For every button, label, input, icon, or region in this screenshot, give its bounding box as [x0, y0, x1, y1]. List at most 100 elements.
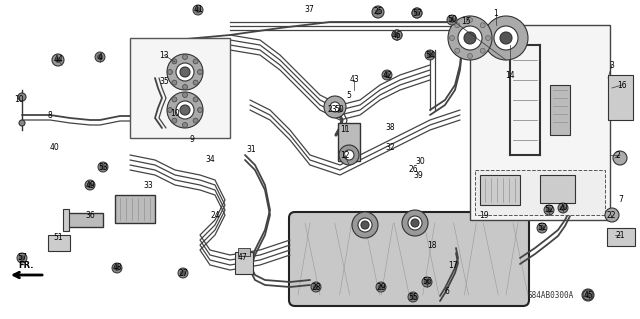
Circle shape — [337, 108, 342, 113]
Text: 24: 24 — [210, 211, 220, 219]
Text: 22: 22 — [606, 211, 616, 219]
Circle shape — [422, 277, 432, 287]
Circle shape — [311, 282, 321, 292]
Circle shape — [100, 165, 106, 169]
Bar — [115, 195, 155, 223]
Text: 52: 52 — [544, 205, 554, 214]
Circle shape — [376, 282, 386, 292]
Circle shape — [180, 271, 186, 276]
Text: 35: 35 — [159, 78, 169, 86]
Circle shape — [344, 150, 354, 160]
Text: 10: 10 — [14, 95, 24, 105]
Circle shape — [410, 294, 415, 300]
Text: 57: 57 — [412, 9, 422, 18]
Circle shape — [182, 55, 188, 60]
Bar — [480, 175, 520, 205]
Text: 46: 46 — [392, 31, 402, 40]
Text: 10: 10 — [170, 108, 180, 117]
Circle shape — [402, 210, 428, 236]
Text: 52: 52 — [537, 224, 547, 233]
Circle shape — [168, 70, 173, 75]
Text: 38: 38 — [385, 123, 395, 132]
Circle shape — [167, 92, 203, 128]
Circle shape — [193, 59, 198, 64]
Bar — [235, 252, 253, 274]
Text: 26: 26 — [408, 166, 418, 174]
Circle shape — [18, 93, 26, 101]
Circle shape — [544, 205, 554, 215]
Text: 6: 6 — [445, 286, 449, 295]
Circle shape — [428, 53, 433, 57]
Circle shape — [98, 162, 108, 172]
Circle shape — [180, 105, 190, 115]
Circle shape — [19, 256, 24, 261]
Text: 53: 53 — [98, 162, 108, 172]
Bar — [63, 209, 69, 231]
Circle shape — [168, 108, 173, 113]
Circle shape — [172, 80, 177, 85]
Circle shape — [455, 23, 460, 28]
Text: 40: 40 — [50, 144, 60, 152]
Circle shape — [195, 8, 200, 12]
Circle shape — [412, 8, 422, 18]
Text: 56: 56 — [422, 278, 432, 286]
Text: 49: 49 — [85, 181, 95, 189]
Text: 19: 19 — [479, 211, 489, 219]
Text: S84AB0300A: S84AB0300A — [527, 291, 573, 300]
Circle shape — [112, 263, 122, 273]
Circle shape — [180, 67, 190, 77]
Circle shape — [352, 212, 378, 238]
Bar — [475, 170, 605, 215]
Circle shape — [314, 285, 319, 290]
Text: 36: 36 — [85, 211, 95, 219]
Bar — [470, 25, 610, 220]
Circle shape — [372, 6, 384, 18]
Text: 18: 18 — [428, 241, 436, 249]
Circle shape — [376, 10, 381, 14]
Circle shape — [198, 70, 202, 75]
Circle shape — [394, 33, 399, 38]
Circle shape — [392, 30, 402, 40]
Circle shape — [17, 253, 27, 263]
Circle shape — [115, 265, 120, 271]
Circle shape — [583, 290, 593, 300]
Text: 17: 17 — [448, 261, 458, 270]
Circle shape — [193, 80, 198, 85]
Circle shape — [193, 97, 198, 102]
Text: 34: 34 — [205, 155, 215, 165]
Circle shape — [193, 118, 198, 123]
Circle shape — [467, 54, 472, 58]
Circle shape — [486, 35, 490, 41]
Circle shape — [172, 97, 177, 102]
Text: 39: 39 — [413, 170, 423, 180]
Bar — [550, 85, 570, 135]
Text: FR.: FR. — [18, 261, 33, 270]
Text: 51: 51 — [53, 234, 63, 242]
Circle shape — [415, 11, 419, 16]
Text: 27: 27 — [178, 269, 188, 278]
Text: 28: 28 — [311, 283, 321, 292]
Circle shape — [480, 48, 485, 53]
Bar — [65, 213, 103, 227]
Circle shape — [167, 54, 203, 90]
Text: 31: 31 — [246, 145, 256, 154]
Circle shape — [448, 16, 492, 60]
Text: 7: 7 — [619, 196, 623, 204]
Circle shape — [193, 5, 203, 15]
Circle shape — [540, 226, 545, 231]
Circle shape — [458, 26, 482, 50]
Circle shape — [358, 218, 372, 232]
Text: 30: 30 — [415, 158, 425, 167]
Text: 16: 16 — [617, 80, 627, 90]
Circle shape — [176, 63, 194, 81]
Text: 4: 4 — [97, 53, 102, 62]
Text: 50: 50 — [447, 16, 457, 25]
Text: 43: 43 — [349, 76, 359, 85]
Circle shape — [586, 293, 591, 298]
Text: 25: 25 — [373, 8, 383, 17]
Circle shape — [378, 285, 383, 290]
Text: 9: 9 — [189, 136, 195, 145]
Text: 3: 3 — [609, 61, 614, 70]
Circle shape — [182, 85, 188, 90]
Text: 11: 11 — [340, 125, 349, 135]
